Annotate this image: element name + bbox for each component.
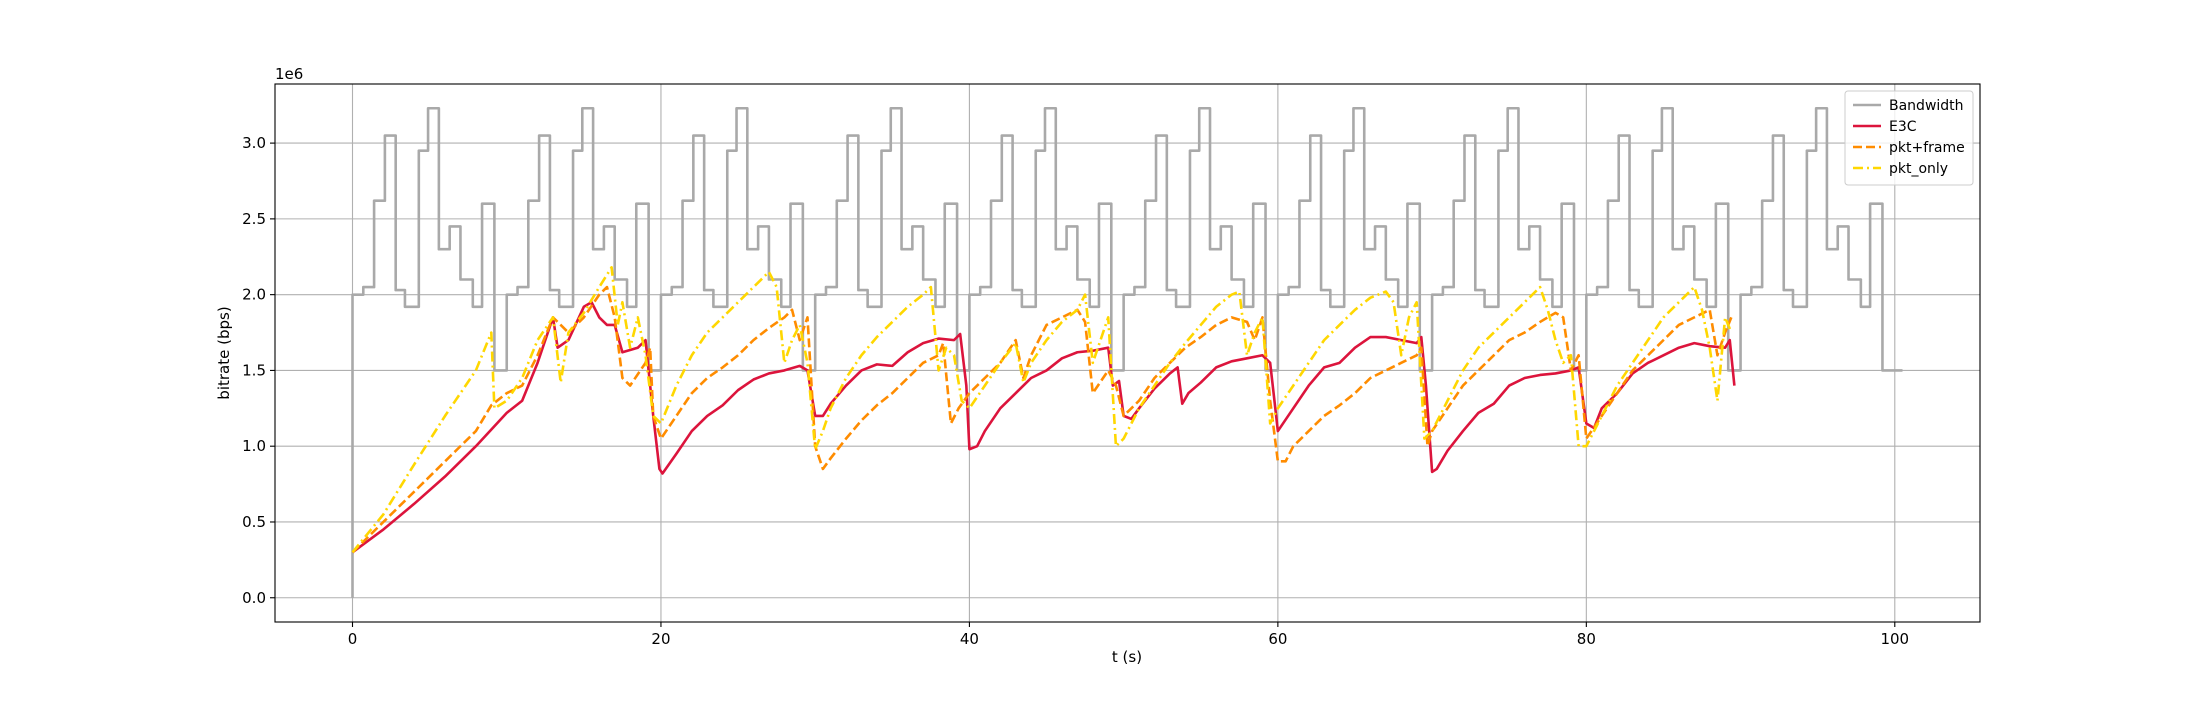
x-tick-label: 40 xyxy=(960,630,979,648)
x-tick-label: 20 xyxy=(651,630,670,648)
grid xyxy=(275,84,1980,622)
y-offset-label: 1e6 xyxy=(275,65,303,83)
y-tick-label: 3.0 xyxy=(242,134,266,152)
x-tick-label: 80 xyxy=(1577,630,1596,648)
plot-frame xyxy=(274,83,1981,623)
x-axis-label: t (s) xyxy=(1112,648,1142,666)
legend-label: Bandwidth xyxy=(1889,98,1964,114)
x-tick-label: 0 xyxy=(348,630,358,648)
y-axis-label: bitrate (bps) xyxy=(215,306,233,399)
y-tick-label: 0.5 xyxy=(242,513,266,531)
legend-box xyxy=(1844,90,1974,186)
series-line xyxy=(351,106,1903,598)
y-tick-label: 0.0 xyxy=(242,589,266,607)
series-line xyxy=(351,300,1736,554)
legend-label: pkt_only xyxy=(1889,161,1948,177)
legend: Bandwidth E3C pkt+frame pkt_only xyxy=(1844,90,1974,186)
x-tick-label: 60 xyxy=(1268,630,1287,648)
legend-label: pkt+frame xyxy=(1889,140,1965,156)
y-tick-label: 1.5 xyxy=(242,361,266,379)
series-line xyxy=(351,285,1733,554)
y-tick-label: 1.0 xyxy=(242,437,266,455)
y-tick-label: 2.5 xyxy=(242,210,266,228)
series-line xyxy=(351,266,1733,554)
legend-label: E3C xyxy=(1889,119,1917,135)
y-tick-label: 2.0 xyxy=(242,286,266,304)
x-tick-label: 100 xyxy=(1880,630,1909,648)
